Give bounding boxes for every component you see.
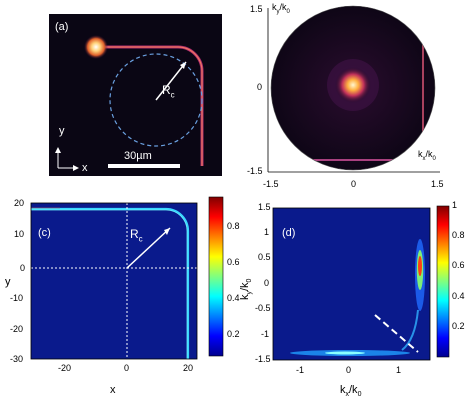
panel-d-cbar-tick: 0.6 xyxy=(452,260,465,270)
panel-d-cbar-tick: 1 xyxy=(452,200,458,210)
panel-b-xlabel: kx/k0 xyxy=(418,149,436,162)
panel-d-plot xyxy=(272,205,450,361)
panel-d-ylabel: ky/k0 xyxy=(239,278,254,300)
panel-c-cbar-tick: 0.8 xyxy=(227,221,240,231)
panel-b-ytick: 0 xyxy=(257,82,263,92)
panel-c-ytick: 0 xyxy=(20,263,26,273)
panel-d-label: (d) xyxy=(282,227,296,239)
panel-a-radius-label: Rc xyxy=(162,83,175,100)
panel-d-cbar-tick: 0.4 xyxy=(452,291,465,301)
panel-d-ytick: 1 xyxy=(264,227,270,237)
panel-a-image xyxy=(49,14,222,176)
panel-b-xtick: 1.5 xyxy=(431,179,444,189)
panel-b-ylabel: ky/k0 xyxy=(272,2,290,15)
panel-b-image xyxy=(267,5,440,173)
panel-d-cbar-tick: 0.8 xyxy=(452,230,465,240)
panel-c-xtick: 0 xyxy=(124,363,130,373)
panel-a-axis-x: x xyxy=(82,162,88,174)
panel-c-cbar-tick: 0.4 xyxy=(227,293,240,303)
panel-c-ytick: 10 xyxy=(14,229,25,239)
panel-c-ylabel: y xyxy=(5,276,11,288)
panel-c-cbar-tick: 0.2 xyxy=(227,329,240,339)
panel-c-xtick: 20 xyxy=(183,363,194,373)
panel-d-ytick: 0.5 xyxy=(258,252,271,262)
panel-a-scalebar-label: 30µm xyxy=(124,150,152,162)
panel-c-ytick: -30 xyxy=(10,354,24,364)
panel-c-xtick: -20 xyxy=(58,363,72,373)
panel-d-xtick: 1 xyxy=(396,365,402,375)
panel-b-label: (b) xyxy=(415,13,429,25)
panel-d-xlabel: kx/k0 xyxy=(340,384,362,399)
panel-d-ytick: -1.5 xyxy=(255,354,271,364)
panel-d-cbar-tick: 0.2 xyxy=(452,321,465,331)
panel-a-axis-y: y xyxy=(59,125,65,137)
panel-c-ytick: -10 xyxy=(10,293,24,303)
panel-c-radius-label: Rc xyxy=(130,227,143,244)
panel-b-xtick: -1.5 xyxy=(263,179,279,189)
panel-d-ytick: -1 xyxy=(261,329,270,339)
panel-d-xtick: -1 xyxy=(296,365,305,375)
panel-d-ytick: 0 xyxy=(264,278,270,288)
panel-c-ytick: -20 xyxy=(10,324,24,334)
panel-c-xlabel: x xyxy=(110,384,116,396)
panel-c-cbar-tick: 0.6 xyxy=(227,257,240,267)
panel-c-ytick: 20 xyxy=(14,198,25,208)
panel-c-label: (c) xyxy=(38,227,51,239)
panel-b-ytick: 1.5 xyxy=(250,4,263,14)
panel-d-ytick: 1.5 xyxy=(258,202,271,212)
panel-d-xtick: 0 xyxy=(346,365,352,375)
panel-b-xtick: 0 xyxy=(351,179,357,189)
panel-d-ytick: -0.5 xyxy=(255,303,271,313)
panel-a-label: (a) xyxy=(55,21,69,33)
panel-c-plot xyxy=(30,196,224,360)
panel-b-ytick: -1.5 xyxy=(247,166,263,176)
